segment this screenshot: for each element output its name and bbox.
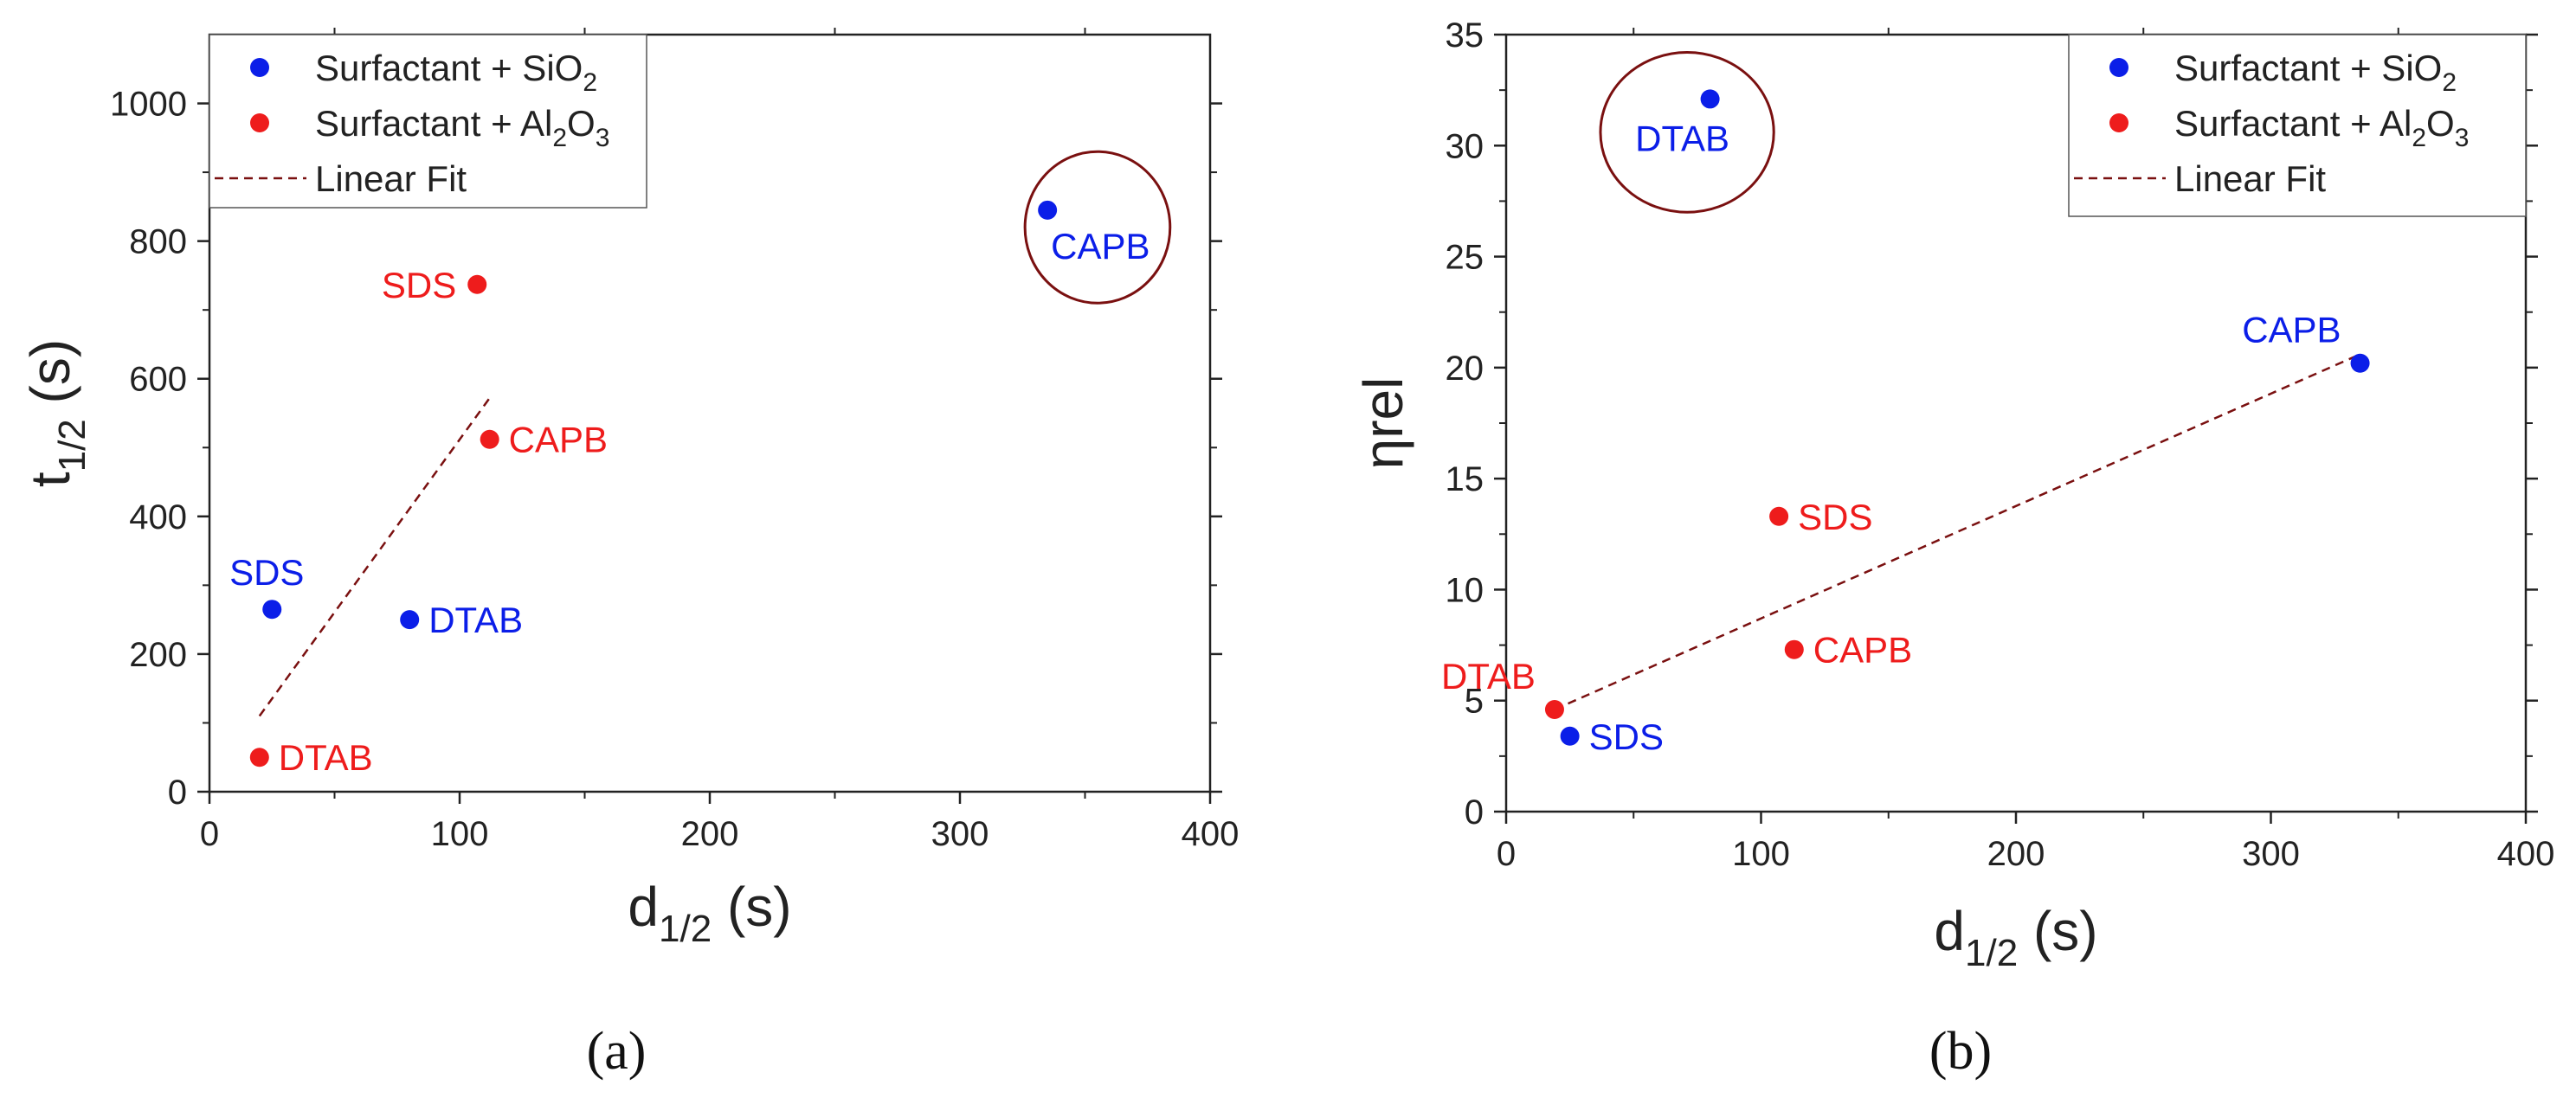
point-label: SDS [382, 265, 456, 305]
data-point-capb [1038, 200, 1058, 220]
y-tick-label: 200 [129, 636, 187, 674]
x-tick-label: 300 [2242, 835, 2300, 873]
y-axis-label: ηrel [1352, 377, 1414, 470]
point-label: DTAB [428, 600, 523, 640]
data-point-dtab [249, 748, 269, 767]
legend-label: Surfactant + Al2O3 [315, 103, 609, 152]
x-tick-label: 0 [200, 815, 219, 853]
x-tick-label: 400 [1182, 815, 1240, 853]
legend-box [209, 34, 647, 209]
y-tick-label: 35 [1446, 16, 1484, 55]
point-label: CAPB [1813, 630, 1912, 671]
x-tick-label: 400 [2497, 835, 2555, 873]
data-point-sds [1769, 506, 1789, 526]
y-axis-label-group: ηrel [1352, 377, 1414, 470]
x-tick-label: 0 [1497, 835, 1516, 873]
linear-fit-line [1554, 353, 2361, 711]
point-label: DTAB [1635, 118, 1729, 158]
y-tick-label: 10 [1446, 571, 1484, 609]
legend-marker-red [2109, 113, 2128, 132]
y-tick-label: 0 [1465, 793, 1484, 832]
x-tick-label: 200 [1987, 835, 2045, 873]
legend-label: Linear Fit [2174, 158, 2326, 199]
data-point-capb [2350, 353, 2370, 373]
x-tick-label: 100 [431, 815, 489, 853]
data-point-dtab [1544, 699, 1564, 719]
linear-fit-line [258, 397, 491, 717]
legend-marker-red [250, 113, 269, 132]
x-axis-label: d1/2 (s) [1934, 900, 2097, 974]
legend-label: Surfactant + Al2O3 [2174, 103, 2469, 152]
point-label: SDS [1589, 716, 1664, 757]
y-tick-label: 5 [1465, 683, 1484, 721]
y-tick-label: 1000 [110, 86, 187, 124]
x-tick-label: 200 [681, 815, 739, 853]
y-tick-label: 800 [129, 223, 187, 261]
y-tick-label: 400 [129, 498, 187, 536]
data-point-dtab [1700, 89, 1720, 109]
panel-label: (b) [1929, 1022, 1992, 1081]
data-point-sds [262, 600, 282, 620]
x-tick-label: 100 [1732, 835, 1790, 873]
legend-label: Surfactant + SiO2 [315, 48, 597, 97]
data-point-dtab [400, 610, 420, 630]
point-label: DTAB [1441, 656, 1536, 697]
highlight-circle [1599, 51, 1775, 214]
point-label: SDS [1798, 497, 1872, 537]
panel-label: (a) [587, 1022, 647, 1081]
chart-a: 0 100 200 300 400 0 200 400 600 800 1000 d1/2 (s) t1… [19, 28, 1239, 1081]
point-label: DTAB [279, 737, 373, 778]
y-tick-label: 600 [129, 361, 187, 399]
y-axis-label: t1/2 (s) [19, 339, 93, 487]
legend-label: Surfactant + SiO2 [2174, 48, 2457, 97]
data-point-capb [480, 429, 499, 449]
y-tick-label: 25 [1446, 239, 1484, 277]
legend-label: Linear Fit [315, 158, 467, 199]
y-tick-label: 0 [168, 774, 187, 812]
y-tick-label: 30 [1446, 127, 1484, 165]
legend-marker-blue [2109, 58, 2128, 77]
y-tick-label: 20 [1446, 350, 1484, 388]
legend-box [2068, 34, 2527, 217]
highlight-circle [1023, 150, 1172, 305]
x-axis-label: d1/2 (s) [628, 876, 791, 950]
data-point-sds [1560, 726, 1580, 746]
data-point-sds [467, 274, 487, 294]
y-tick-label: 15 [1446, 460, 1484, 498]
chart-b: 0 100 200 300 400 0 5 10 15 20 25 30 35 d1/2 (s) ηrel D… [1352, 16, 2554, 1081]
y-axis-label-group: t1/2 (s) [19, 339, 93, 487]
point-label: CAPB [2242, 310, 2341, 350]
point-label: CAPB [509, 420, 608, 460]
data-point-capb [1784, 639, 1804, 659]
x-tick-label: 300 [931, 815, 989, 853]
legend-marker-blue [250, 58, 269, 77]
point-label: SDS [229, 552, 304, 593]
point-label: CAPB [1051, 226, 1150, 267]
